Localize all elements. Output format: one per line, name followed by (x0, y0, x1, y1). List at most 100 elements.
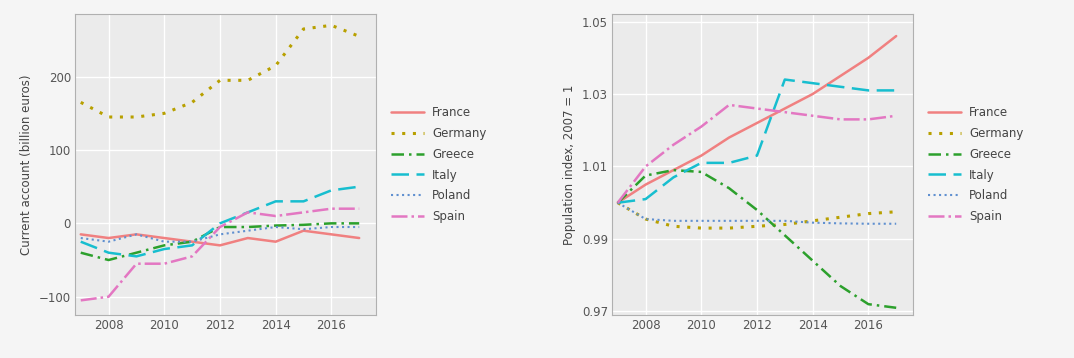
Germany (186, 100, 199, 105)
Italy (297, 199, 310, 203)
Spain (889, 113, 902, 118)
Poland (807, 221, 819, 225)
Germany (889, 210, 902, 214)
Germany (214, 78, 227, 82)
Italy (186, 243, 199, 247)
France (297, 228, 310, 233)
France (807, 92, 819, 96)
Spain (352, 207, 365, 211)
Legend: France, Germany, Greece, Italy, Poland, Spain: France, Germany, Greece, Italy, Poland, … (928, 106, 1024, 223)
Italy (695, 161, 708, 165)
Poland (834, 221, 847, 226)
Greece (779, 233, 792, 237)
Germany (102, 115, 115, 119)
Line: Italy: Italy (618, 79, 896, 203)
Poland (325, 225, 338, 229)
Italy (889, 88, 902, 93)
Poland (158, 240, 171, 244)
Italy (723, 161, 736, 165)
Y-axis label: Current account (billion euros): Current account (billion euros) (20, 74, 33, 255)
Poland (723, 219, 736, 223)
Germany (352, 34, 365, 38)
Line: Germany: Germany (618, 203, 896, 228)
Greece (74, 251, 87, 255)
Germany (723, 226, 736, 230)
France (186, 240, 199, 244)
Greece (242, 225, 255, 229)
Italy (639, 197, 652, 201)
Italy (751, 154, 764, 158)
Poland (352, 225, 365, 229)
Poland (214, 232, 227, 237)
Greece (695, 170, 708, 174)
Greece (102, 258, 115, 262)
Spain (611, 200, 624, 205)
Italy (834, 84, 847, 89)
Italy (352, 184, 365, 189)
France (639, 183, 652, 187)
Poland (862, 222, 875, 226)
France (779, 106, 792, 111)
Greece (639, 173, 652, 178)
Spain (270, 214, 282, 218)
Line: Italy: Italy (81, 187, 359, 256)
Italy (862, 88, 875, 93)
Italy (158, 247, 171, 251)
France (611, 200, 624, 205)
France (325, 232, 338, 237)
Germany (611, 200, 624, 205)
Germany (158, 111, 171, 116)
Italy (779, 77, 792, 82)
Spain (74, 298, 87, 303)
Italy (325, 188, 338, 193)
Poland (667, 219, 680, 223)
Spain (325, 207, 338, 211)
Germany (834, 215, 847, 219)
Line: France: France (81, 231, 359, 245)
Greece (158, 243, 171, 247)
Legend: France, Germany, Greece, Italy, Poland, Spain: France, Germany, Greece, Italy, Poland, … (391, 106, 487, 223)
Greece (352, 221, 365, 226)
Poland (74, 236, 87, 240)
Poland (297, 227, 310, 231)
Italy (130, 254, 143, 258)
Greece (889, 306, 902, 310)
France (214, 243, 227, 247)
Poland (695, 219, 708, 223)
Spain (695, 125, 708, 129)
France (158, 236, 171, 240)
Italy (74, 240, 87, 244)
Spain (639, 164, 652, 169)
Spain (102, 295, 115, 299)
Line: Germany: Germany (81, 25, 359, 117)
Spain (807, 113, 819, 118)
Spain (158, 262, 171, 266)
Greece (270, 223, 282, 228)
Y-axis label: Population index, 2007 = 1: Population index, 2007 = 1 (564, 84, 577, 245)
Italy (611, 200, 624, 205)
Spain (186, 254, 199, 258)
Germany (807, 219, 819, 223)
France (889, 34, 902, 38)
France (102, 236, 115, 240)
Poland (242, 228, 255, 233)
Italy (667, 175, 680, 179)
France (270, 240, 282, 244)
Greece (751, 208, 764, 212)
Line: Poland: Poland (81, 227, 359, 242)
Germany (242, 78, 255, 82)
France (74, 232, 87, 237)
Italy (242, 210, 255, 214)
Greece (807, 258, 819, 263)
Spain (779, 110, 792, 114)
Germany (639, 217, 652, 221)
Greece (186, 240, 199, 244)
Poland (186, 240, 199, 244)
Greece (667, 168, 680, 172)
Line: France: France (618, 36, 896, 203)
France (130, 232, 143, 237)
France (242, 236, 255, 240)
Line: Greece: Greece (618, 170, 896, 308)
Greece (862, 302, 875, 306)
Poland (779, 219, 792, 223)
